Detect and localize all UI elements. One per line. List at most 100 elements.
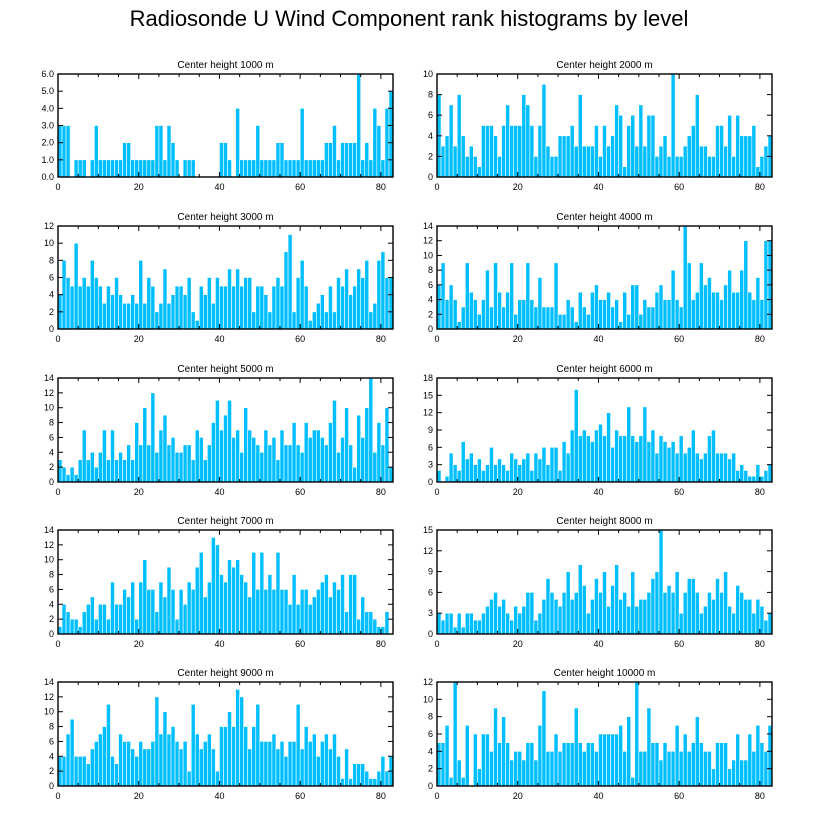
y-tick-label: 4 — [428, 131, 433, 141]
bar — [481, 733, 486, 787]
bar — [448, 777, 454, 787]
bar — [703, 145, 708, 178]
bar — [138, 159, 144, 178]
bar — [493, 592, 498, 635]
bar — [513, 751, 519, 787]
y-tick-label: 10 — [44, 707, 54, 717]
bar — [336, 277, 341, 330]
bar — [219, 726, 224, 787]
y-tick-label: 6 — [428, 442, 433, 452]
bar — [186, 277, 192, 330]
bar — [489, 751, 494, 787]
bar — [731, 452, 736, 483]
bar — [521, 605, 527, 635]
bar — [666, 585, 672, 635]
bar — [682, 452, 688, 483]
bar — [561, 313, 567, 330]
bar — [311, 159, 317, 178]
bar — [440, 619, 446, 635]
bar — [485, 125, 490, 178]
bar — [735, 733, 741, 787]
bar — [473, 156, 478, 178]
bar — [606, 412, 611, 483]
bar — [307, 320, 313, 330]
bar — [146, 748, 152, 787]
y-tick-label: 2 — [428, 309, 433, 319]
bar — [545, 145, 551, 178]
bar — [731, 612, 736, 635]
bar — [674, 299, 680, 330]
bar — [699, 612, 704, 635]
bar — [291, 159, 297, 178]
bar — [328, 748, 333, 787]
y-tick-label: 3 — [428, 608, 433, 618]
bar — [114, 159, 119, 178]
plot-frame — [436, 73, 773, 178]
bar — [98, 451, 103, 483]
bar — [94, 277, 99, 330]
bar — [235, 689, 240, 787]
y-tick-label: 2 — [49, 307, 54, 317]
bar — [275, 277, 281, 330]
y-tick-label: 15 — [423, 525, 433, 535]
bar — [227, 399, 232, 483]
bar — [533, 619, 539, 635]
bar — [598, 156, 603, 178]
bar — [670, 592, 676, 635]
bar — [360, 277, 366, 330]
bar — [533, 306, 539, 330]
bar — [158, 302, 164, 330]
bar — [614, 564, 619, 635]
bar — [324, 444, 329, 483]
y-tick-label: 6 — [49, 736, 54, 746]
bar — [328, 285, 333, 330]
bar — [739, 592, 745, 635]
bar — [219, 429, 224, 483]
bar — [473, 464, 478, 483]
bar — [235, 268, 240, 330]
bar — [751, 475, 757, 483]
bar — [699, 458, 704, 483]
chart-title: Center height 8000 m — [556, 516, 652, 527]
bar — [299, 589, 305, 635]
x-tick-label: 20 — [134, 182, 144, 192]
y-tick-label: 2.0 — [41, 138, 54, 148]
bar — [529, 470, 535, 483]
bar — [678, 435, 684, 483]
x-tick-label: 20 — [134, 334, 144, 344]
bar — [65, 277, 71, 330]
y-tick-label: 0 — [49, 629, 54, 639]
y-tick-label: 12 — [44, 388, 54, 398]
bar — [279, 285, 285, 330]
chart-title: Center height 3000 m — [177, 212, 273, 223]
bar — [763, 145, 769, 178]
x-tick-label: 80 — [755, 182, 765, 192]
chart-title: Center height 2000 m — [556, 60, 652, 71]
bar — [178, 285, 184, 330]
bar — [320, 294, 325, 330]
bar — [634, 441, 640, 483]
bar — [122, 302, 127, 330]
bar — [561, 441, 567, 483]
chart-panel-10: Center height 10000 m 0 20 40 60 80 0 2 4 6 8 10 12 — [423, 668, 773, 801]
x-tick-label: 80 — [755, 791, 765, 801]
bar — [243, 277, 249, 330]
bar — [182, 741, 188, 787]
bar — [646, 707, 652, 787]
bar — [703, 751, 708, 787]
bar — [650, 429, 656, 483]
bar — [618, 321, 623, 330]
bar — [263, 429, 269, 483]
x-tick-label: 80 — [376, 639, 386, 649]
bar — [380, 626, 386, 635]
y-tick-label: 2 — [49, 614, 54, 624]
bar — [255, 589, 261, 635]
bar — [751, 612, 757, 635]
bar — [549, 751, 555, 787]
bar — [303, 159, 309, 178]
bar — [674, 571, 680, 635]
bar — [646, 592, 652, 635]
bar — [356, 268, 362, 330]
bar — [307, 159, 313, 178]
bar — [755, 599, 761, 635]
